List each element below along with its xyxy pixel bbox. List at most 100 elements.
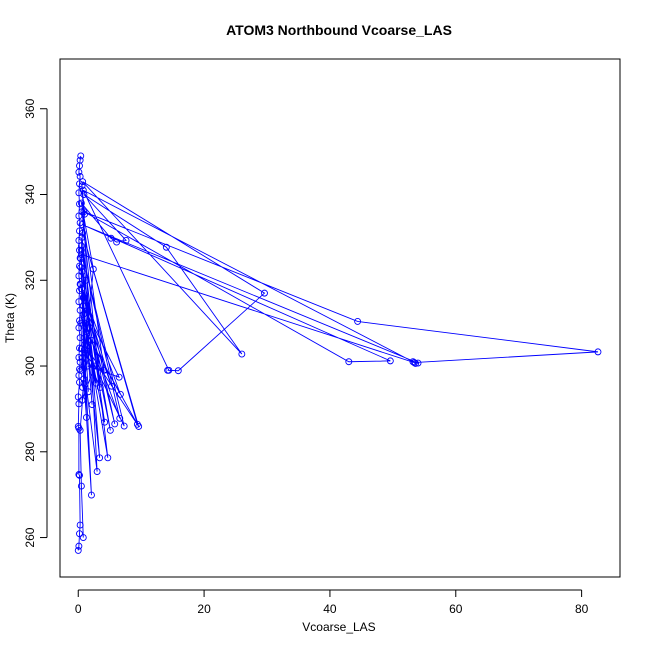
data-point [76, 378, 83, 386]
data-point [77, 366, 85, 374]
y-tick-label: 320 [23, 270, 37, 290]
data-point [88, 491, 95, 499]
data-point [115, 373, 123, 381]
data-point [106, 426, 114, 434]
data-point [75, 324, 83, 332]
data-point [89, 265, 97, 273]
data-point [113, 238, 121, 246]
data-point [79, 302, 87, 310]
y-tick-label: 260 [23, 527, 37, 547]
data-point [78, 396, 86, 404]
data-point [238, 350, 246, 358]
data-point [77, 246, 85, 254]
data-point [84, 306, 92, 314]
x-tick-label: 60 [449, 602, 463, 616]
data-point [82, 328, 90, 336]
plot-frame [59, 58, 621, 578]
data-point [414, 359, 422, 367]
data-point [79, 229, 87, 237]
data-point [345, 358, 353, 366]
data-point [162, 243, 170, 251]
y-tick-label: 300 [23, 356, 37, 376]
data-point [77, 345, 85, 353]
series-line [79, 181, 599, 538]
y-tick-label: 360 [23, 98, 37, 118]
data-point [111, 420, 119, 428]
data-point [77, 199, 85, 207]
data-point [80, 208, 88, 216]
data-point [116, 390, 124, 398]
data-point [75, 542, 83, 550]
data-point [107, 234, 115, 242]
data-point [80, 191, 88, 198]
series-layer [74, 152, 602, 554]
data-point [101, 418, 109, 426]
data-point [74, 393, 82, 401]
data-point [77, 152, 85, 160]
data-point [78, 233, 86, 241]
data-point [261, 289, 268, 297]
data-point [75, 471, 83, 478]
data-point [75, 168, 83, 176]
data-point [410, 359, 418, 367]
data-point [412, 360, 419, 367]
y-tick-label: 340 [23, 184, 37, 204]
data-point [77, 482, 85, 490]
data-point [79, 178, 87, 186]
data-point [76, 426, 84, 434]
data-point [91, 362, 99, 370]
data-point [100, 366, 108, 374]
data-point [88, 336, 95, 344]
data-point [77, 285, 85, 293]
data-point [116, 414, 124, 422]
data-point [354, 317, 362, 325]
data-point [594, 348, 602, 356]
data-point [133, 420, 141, 428]
data-point [122, 236, 130, 244]
data-point [96, 384, 104, 391]
data-point [76, 530, 83, 538]
data-point [120, 422, 128, 430]
data-point [79, 384, 87, 391]
data-point [82, 414, 90, 421]
data-point [108, 382, 116, 390]
y-axis-label: Theta (K) [3, 293, 17, 343]
data-point [80, 379, 88, 387]
y-axis: 260 280 300 320 340 360 [23, 98, 48, 548]
data-point [76, 156, 84, 164]
data-point [77, 251, 85, 258]
data-point [79, 186, 87, 194]
data-point [77, 319, 85, 327]
data-point [78, 268, 86, 276]
data-point [79, 311, 87, 319]
data-point [88, 401, 96, 409]
data-point [104, 454, 112, 462]
data-point [386, 357, 394, 365]
series-line [77, 155, 82, 551]
data-point [165, 366, 173, 374]
data-point [96, 454, 104, 462]
x-tick-label: 0 [75, 602, 82, 616]
data-point [92, 379, 100, 387]
data-point [77, 255, 85, 263]
data-point [77, 281, 85, 288]
data-point [174, 367, 182, 375]
data-point [77, 263, 85, 271]
data-point [79, 293, 87, 301]
data-point [76, 471, 83, 479]
chart-title: ATOM3 Northbound Vcoarse_LAS [226, 22, 452, 38]
data-point [76, 246, 83, 254]
x-tick-label: 20 [197, 602, 211, 616]
data-point [84, 388, 92, 396]
x-tick-label: 80 [575, 602, 589, 616]
data-point [80, 375, 88, 383]
x-axis-label: Vcoarse_LAS [302, 620, 375, 634]
x-tick-label: 40 [323, 602, 337, 616]
data-point [79, 534, 87, 541]
data-point [78, 208, 86, 216]
data-point [74, 546, 82, 554]
data-point [82, 276, 90, 284]
data-point [77, 242, 85, 250]
data-point [76, 262, 83, 270]
